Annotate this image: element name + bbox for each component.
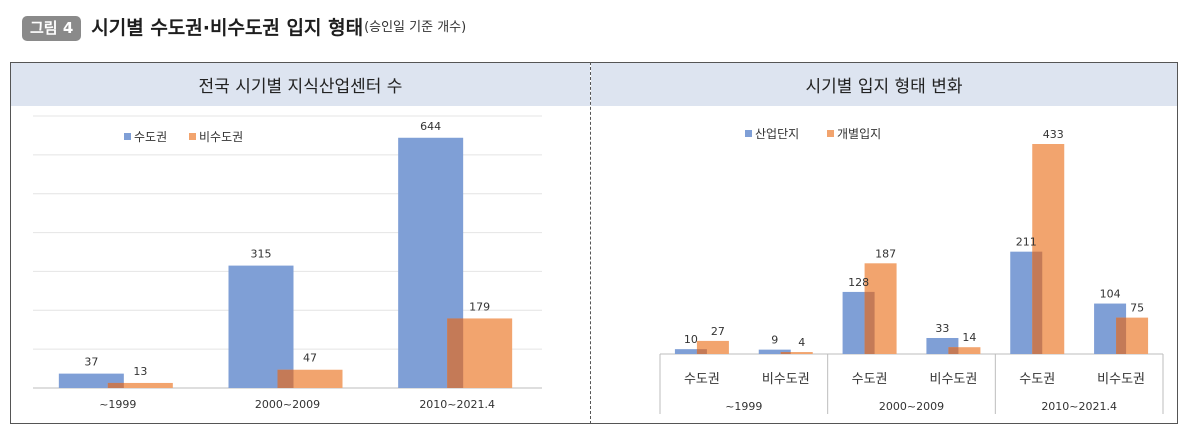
data-label: 33 bbox=[935, 322, 949, 335]
data-label: 4 bbox=[798, 336, 805, 349]
data-label: 13 bbox=[133, 365, 147, 378]
figure-subtitle: (승인일 기준 개수) bbox=[364, 20, 467, 35]
data-label: 187 bbox=[875, 247, 896, 260]
bar-individual-site bbox=[948, 347, 981, 354]
bar-overlap bbox=[780, 352, 791, 354]
bar-industrial-complex bbox=[674, 349, 707, 354]
bar-overlap bbox=[864, 291, 875, 354]
bar-industrial-complex bbox=[758, 349, 791, 354]
x-tick-label: 2000~2009 bbox=[255, 398, 320, 411]
data-label: 10 bbox=[684, 333, 698, 346]
legend-label-sudogwon: 수도권 bbox=[134, 130, 167, 144]
x-tick-label: 비수도권 bbox=[929, 372, 977, 387]
x-tick-label: ~1999 bbox=[99, 398, 136, 411]
data-label: 75 bbox=[1130, 302, 1144, 315]
x-tick-label: 수도권 bbox=[1019, 372, 1055, 387]
bar-sudogwon bbox=[58, 373, 124, 388]
data-label: 315 bbox=[251, 248, 272, 261]
legend-swatch-individual-site bbox=[827, 130, 834, 137]
group-label: 2000~2009 bbox=[879, 400, 944, 413]
x-tick-label: 비수도권 bbox=[1097, 372, 1145, 387]
data-label: 27 bbox=[711, 325, 725, 338]
legend-swatch-bisudogwon bbox=[189, 133, 196, 140]
chart2-plot: 10 27 수도권 9 4 비수도권 128 187 수도권 33 14 비수도권 211 433 수도권 1… bbox=[659, 127, 1164, 414]
legend-label-industrial-complex: 산업단지 bbox=[755, 127, 799, 141]
group-label: 2010~2021.4 bbox=[1041, 400, 1117, 413]
legend-swatch-industrial-complex bbox=[745, 130, 752, 137]
bar-overlap bbox=[948, 347, 959, 354]
x-tick-label: 비수도권 bbox=[762, 372, 810, 387]
chart1-title: 전국 시기별 지식산업센터 수 bbox=[11, 63, 590, 106]
data-label: 179 bbox=[469, 300, 490, 313]
data-label: 104 bbox=[1100, 288, 1121, 301]
x-tick-label: 2010~2021.4 bbox=[419, 398, 495, 411]
data-label: 211 bbox=[1016, 236, 1037, 249]
data-label: 433 bbox=[1043, 128, 1064, 141]
figure-frame bbox=[10, 62, 1178, 424]
legend-swatch-sudogwon bbox=[124, 133, 131, 140]
data-label: 14 bbox=[962, 331, 976, 344]
chart2-title: 시기별 입지 형태 변화 bbox=[591, 63, 1177, 106]
bar-overlap bbox=[447, 318, 464, 388]
group-label: ~1999 bbox=[725, 400, 762, 413]
data-label: 9 bbox=[771, 334, 778, 347]
legend-label-individual-site: 개별입지 bbox=[837, 127, 881, 141]
data-label: 37 bbox=[84, 356, 98, 369]
bar-overlap bbox=[1032, 251, 1043, 354]
bar-overlap bbox=[107, 382, 124, 388]
x-tick-label: 수도권 bbox=[852, 372, 888, 387]
figure-title: 시기별 수도권·비수도권 입지 형태 bbox=[91, 17, 364, 39]
x-tick-label: 수도권 bbox=[684, 372, 720, 387]
bar-bisudogwon bbox=[277, 369, 343, 388]
bar-individual-site bbox=[780, 352, 813, 354]
panel-divider bbox=[590, 62, 591, 424]
bar-sudogwon bbox=[228, 265, 294, 388]
figure-header: 그림 4 시기별 수도권·비수도권 입지 형태 (승인일 기준 개수) bbox=[22, 13, 466, 43]
bar-overlap bbox=[277, 369, 294, 388]
bar-overlap bbox=[1116, 317, 1127, 354]
data-label: 644 bbox=[420, 120, 441, 133]
figure-number-badge: 그림 4 bbox=[22, 15, 82, 41]
bar-bisudogwon bbox=[107, 382, 173, 388]
legend-label-bisudogwon: 비수도권 bbox=[199, 130, 243, 144]
bar-overlap bbox=[696, 349, 707, 354]
data-label: 128 bbox=[848, 276, 869, 289]
chart1-plot: 37 13 ~1999 315 47 2000~2009 644 179 2010~2021.4… bbox=[33, 115, 542, 411]
data-label: 47 bbox=[303, 352, 317, 365]
